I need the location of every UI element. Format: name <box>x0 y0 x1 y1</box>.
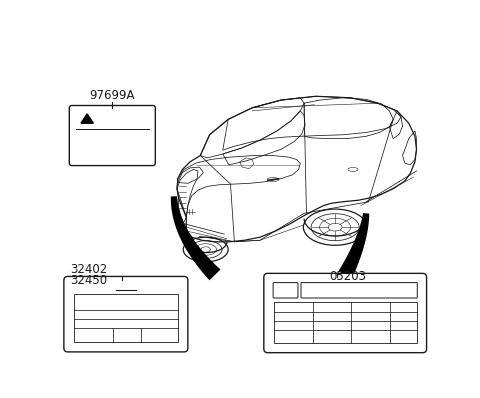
Text: 97699A: 97699A <box>90 89 135 101</box>
FancyBboxPatch shape <box>301 283 417 298</box>
Polygon shape <box>171 196 220 280</box>
Polygon shape <box>81 114 93 123</box>
Text: 32402: 32402 <box>70 263 108 276</box>
Text: 32450: 32450 <box>70 274 107 287</box>
FancyBboxPatch shape <box>69 105 156 166</box>
Polygon shape <box>338 213 369 279</box>
FancyBboxPatch shape <box>64 277 188 352</box>
FancyBboxPatch shape <box>273 283 298 298</box>
FancyBboxPatch shape <box>74 294 178 342</box>
FancyBboxPatch shape <box>264 273 427 353</box>
FancyBboxPatch shape <box>274 302 417 343</box>
Text: 05203: 05203 <box>330 270 367 283</box>
